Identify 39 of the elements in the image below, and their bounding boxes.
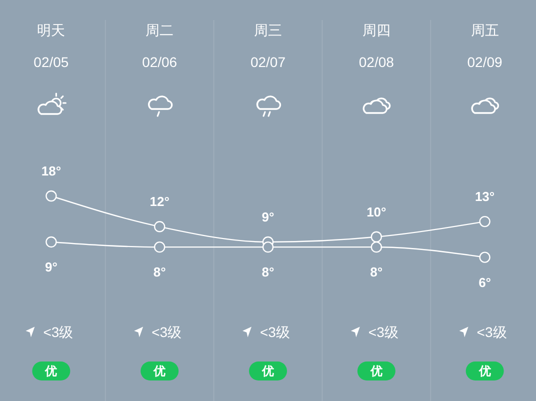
data-label: 9° [262,209,274,224]
text: 02/08 [358,54,394,70]
data-label: 12° [150,194,170,210]
x-tick-label: 周三 [254,22,282,38]
text: 02/05 [34,54,69,70]
data-label: 9° [44,259,58,274]
point [46,190,57,202]
text: <3级 [368,324,398,340]
point [370,231,382,242]
data-label: 8° [153,264,166,280]
x-tick-label: 明天 [37,22,66,38]
x-tick-label: 周二 [146,22,174,38]
text: <3级 [152,324,182,340]
data-label: 10° [366,204,386,220]
text: 02/06 [142,54,178,70]
data-label: 6° [478,274,492,290]
point [154,221,166,232]
text: 优 [261,364,274,378]
text: 02/07 [250,54,286,70]
point [46,236,57,248]
text: 优 [478,364,491,378]
x-tick-label: 周五 [470,22,499,38]
point [262,241,274,253]
data-label: 18° [41,164,62,178]
data-label: 13° [474,189,495,204]
text: <3级 [260,324,290,340]
text: <3级 [476,324,507,340]
point [154,241,166,253]
text: 02/09 [467,54,503,70]
point [370,241,382,253]
x-tick-label: 周四 [362,22,390,38]
point [479,252,490,263]
point [479,216,490,228]
data-label: 8° [262,264,274,280]
text: <3级 [43,324,74,340]
data-label: 8° [370,264,383,280]
text: 优 [152,364,166,378]
text: 优 [44,364,58,378]
text: 优 [369,364,382,378]
